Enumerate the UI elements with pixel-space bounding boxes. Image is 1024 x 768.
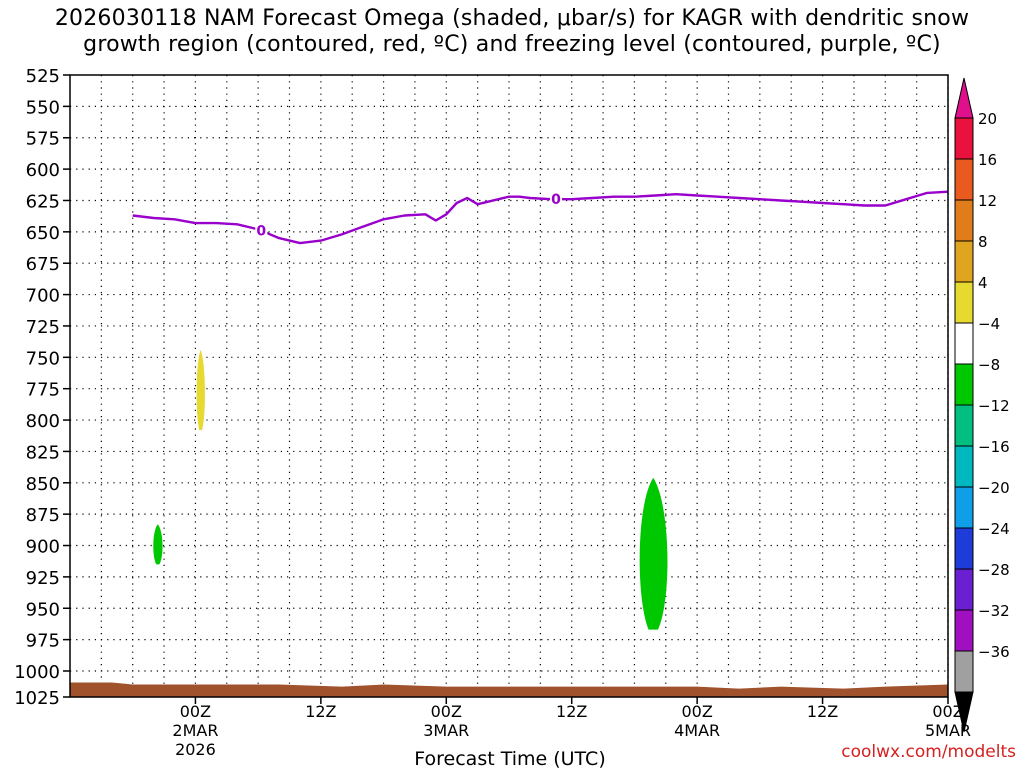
x-tick-date: 2MAR xyxy=(172,721,218,740)
y-tick-label: 650 xyxy=(26,223,60,244)
y-tick-label: 775 xyxy=(26,380,60,401)
chart-title-line-1: 2026030118 NAM Forecast Omega (shaded, μ… xyxy=(54,6,970,31)
x-tick-year: 2026 xyxy=(175,740,216,759)
y-tick-label: 850 xyxy=(26,474,60,495)
y-tick-label: 550 xyxy=(26,97,60,118)
colorbar-bottom-arrow xyxy=(954,691,974,733)
terrain-layer xyxy=(70,682,948,697)
y-tick-label: 525 xyxy=(26,66,60,87)
colorbar-level-label: −4 xyxy=(978,315,1000,333)
y-tick-label: 1025 xyxy=(14,688,60,709)
x-tick-label: 12Z xyxy=(305,702,336,721)
omega-regions xyxy=(153,349,668,630)
chart-title: 2026030118 NAM Forecast Omega (shaded, μ… xyxy=(0,6,1024,58)
y-tick-label: 700 xyxy=(26,286,60,307)
freezing-level-layer: 00 xyxy=(132,190,949,245)
colorbar-swatch xyxy=(954,486,974,529)
x-tick-date: 4MAR xyxy=(674,721,720,740)
omega-region xyxy=(153,524,163,565)
colorbar-level-label: −32 xyxy=(978,602,1010,620)
terrain-fill xyxy=(70,682,948,697)
colorbar-swatch xyxy=(954,199,974,242)
colorbar-swatch xyxy=(954,609,974,652)
colorbar-level-label: −20 xyxy=(978,479,1010,497)
freezing-level-label: 0 xyxy=(256,224,266,240)
y-tick-label: 725 xyxy=(26,317,60,338)
colorbar-swatch xyxy=(954,404,974,447)
y-tick-label: 925 xyxy=(26,568,60,589)
freezing-level-line xyxy=(132,190,949,245)
plot-frame xyxy=(69,74,949,698)
colorbar-level-label: −36 xyxy=(978,643,1010,661)
colorbar-swatch xyxy=(954,240,974,283)
freezing-label-bg xyxy=(255,222,268,239)
credit-text: coolwx.com/modelts xyxy=(841,742,1016,762)
y-tick-label: 750 xyxy=(26,348,60,369)
omega-region xyxy=(639,477,668,630)
colorbar-swatch xyxy=(954,281,974,324)
colorbar-swatch xyxy=(954,445,974,488)
x-tick-date: 5MAR xyxy=(925,721,971,740)
y-tick-label: 900 xyxy=(26,537,60,558)
y-tick-label: 575 xyxy=(26,129,60,150)
y-tick-label: 950 xyxy=(26,599,60,620)
colorbar: 20 16 12 8 4 −4 −8 −12 −16 −20 −24 −28 −32 −36 xyxy=(954,77,1010,733)
y-tick-label: 675 xyxy=(26,254,60,275)
y-tick-label: 625 xyxy=(26,191,60,212)
colorbar-level-label: 4 xyxy=(978,274,988,292)
x-tick-label: 00Z xyxy=(431,702,462,721)
colorbar-level-label: −24 xyxy=(978,520,1010,538)
colorbar-level-label: −28 xyxy=(978,561,1010,579)
y-tick-label: 875 xyxy=(26,505,60,526)
x-tick-label: 12Z xyxy=(807,702,838,721)
colorbar-swatch xyxy=(954,322,974,365)
x-tick-label: 12Z xyxy=(556,702,587,721)
grid-lines xyxy=(70,75,949,697)
colorbar-swatch xyxy=(954,117,974,160)
colorbar-level-label: 16 xyxy=(978,151,997,169)
colorbar-swatch xyxy=(954,363,974,406)
colorbar-level-label: −16 xyxy=(978,438,1010,456)
colorbar-swatch xyxy=(954,527,974,570)
x-tick-label: 00Z xyxy=(180,702,211,721)
omega-region xyxy=(196,349,205,431)
y-axis-ticks: 525 550 575 600 625 650 675 700 725 750 775 800 825 8… xyxy=(14,66,70,709)
colorbar-swatch xyxy=(954,650,974,693)
chart-title-line-2: growth region (contoured, red, ºC) and f… xyxy=(83,32,941,57)
colorbar-level-label: 20 xyxy=(978,110,997,128)
x-axis-label: Forecast Time (UTC) xyxy=(414,748,605,768)
colorbar-swatch xyxy=(954,568,974,611)
y-tick-label: 800 xyxy=(26,411,60,432)
colorbar-swatch xyxy=(954,158,974,201)
y-tick-label: 825 xyxy=(26,442,60,463)
colorbar-level-label: −8 xyxy=(978,356,1000,374)
colorbar-level-label: 8 xyxy=(978,233,988,251)
freezing-level-label: 0 xyxy=(551,192,561,208)
x-tick-label: 00Z xyxy=(681,702,712,721)
x-tick-label: 00Z xyxy=(932,702,963,721)
y-tick-label: 975 xyxy=(26,631,60,652)
freezing-label-bg xyxy=(550,191,563,208)
y-tick-label: 1000 xyxy=(14,662,60,683)
colorbar-top-arrow xyxy=(954,77,974,119)
colorbar-level-label: −12 xyxy=(978,397,1010,415)
x-tick-date: 3MAR xyxy=(423,721,469,740)
y-tick-label: 600 xyxy=(26,160,60,181)
colorbar-level-label: 12 xyxy=(978,192,997,210)
